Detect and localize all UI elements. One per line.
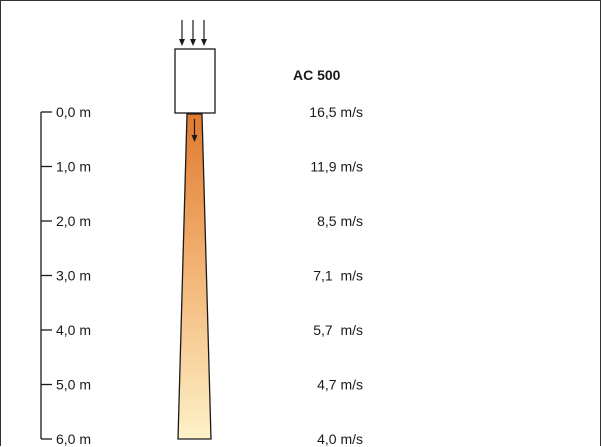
- distance-label: 1,0 m: [56, 159, 91, 175]
- distance-label: 5,0 m: [56, 377, 91, 393]
- velocity-label: 11,9 m/s: [310, 159, 363, 175]
- intake-arrow-icon: [201, 20, 207, 46]
- velocity-label: 5,7 m/s: [313, 322, 363, 338]
- intake-arrow-icon: [190, 20, 196, 46]
- model-name: AC 500: [293, 67, 341, 83]
- distance-label: 6,0 m: [56, 431, 91, 447]
- velocity-labels: 16,5 m/s 11,9 m/s 8,5 m/s 7,1 m/s 5,7 m/s 4,7…: [309, 104, 363, 447]
- air-intake-arrows: [179, 20, 207, 46]
- distance-labels: 0,0 m 1,0 m 2,0 m 3,0 m 4,0 m 5,0 m 6,0 m: [56, 104, 91, 447]
- outflow-arrow-icon: [191, 119, 198, 142]
- velocity-label: 16,5 m/s: [309, 104, 363, 120]
- velocity-label: 7,1 m/s: [313, 268, 363, 284]
- velocity-label: 8,5 m/s: [317, 213, 363, 229]
- distance-label: 2,0 m: [56, 213, 91, 229]
- air-jet-stream: [177, 113, 212, 440]
- distance-label: 3,0 m: [56, 268, 91, 284]
- distance-label: 4,0 m: [56, 322, 91, 338]
- distance-label: 0,0 m: [56, 104, 91, 120]
- velocity-label: 4,0 m/s: [317, 431, 363, 447]
- air-curtain-unit: [174, 48, 216, 114]
- velocity-label: 4,7 m/s: [317, 377, 363, 393]
- distance-scale-ticks: [41, 111, 52, 440]
- intake-arrow-icon: [179, 20, 185, 46]
